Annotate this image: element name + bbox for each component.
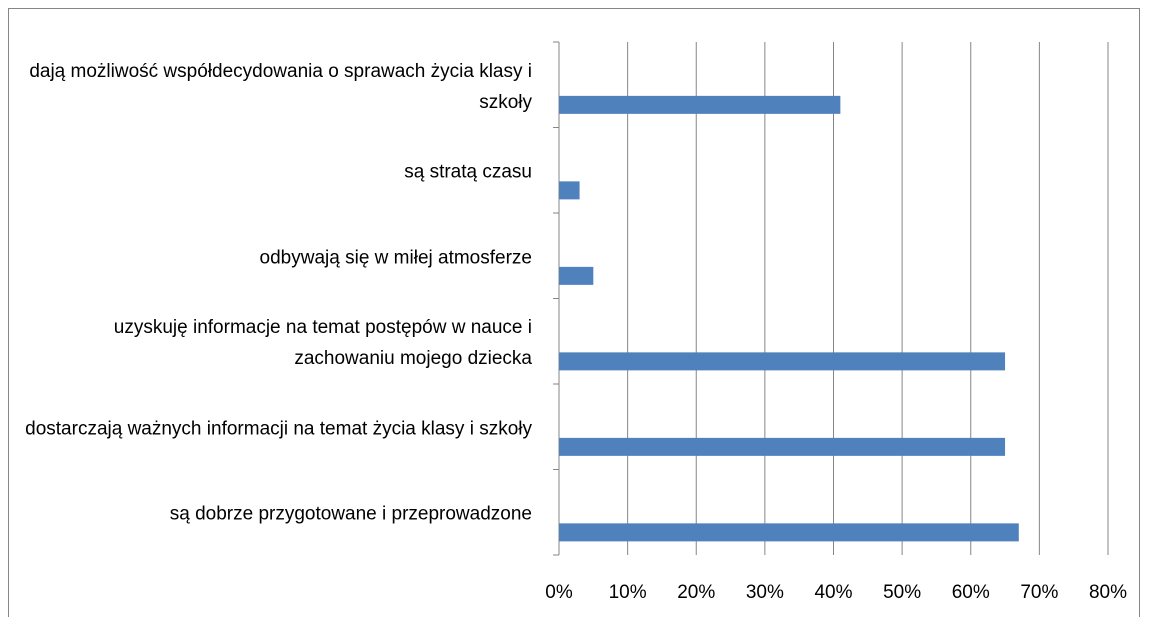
category-label: dają możliwość współdecydowania o sprawa… (29, 60, 532, 113)
x-tick-label: 30% (746, 582, 784, 603)
x-tick-label: 40% (814, 582, 852, 603)
x-tick-label: 60% (952, 582, 990, 603)
x-tick-label: 0% (545, 582, 573, 603)
category-label: są dobrze przygotowane i przeprowadzone (169, 503, 532, 525)
bar (559, 266, 594, 285)
bar (559, 437, 1006, 456)
bar (559, 181, 580, 200)
x-tick-label: 80% (1089, 582, 1127, 603)
category-label: są stratą czasu (404, 161, 532, 183)
bar (559, 523, 1019, 542)
bar (559, 352, 1006, 371)
category-label: odbywają się w miłej atmosferze (259, 247, 532, 269)
chart-border (8, 8, 1140, 617)
x-tick-label: 20% (677, 582, 715, 603)
x-tick-label: 50% (883, 582, 921, 603)
x-tick-label: 70% (1020, 582, 1058, 603)
category-label: dostarczają ważnych informacji na temat … (25, 418, 532, 440)
bar (559, 95, 841, 114)
x-tick-label: 10% (609, 582, 647, 603)
category-label: uzyskuję informacje na temat postępów w … (113, 317, 532, 370)
